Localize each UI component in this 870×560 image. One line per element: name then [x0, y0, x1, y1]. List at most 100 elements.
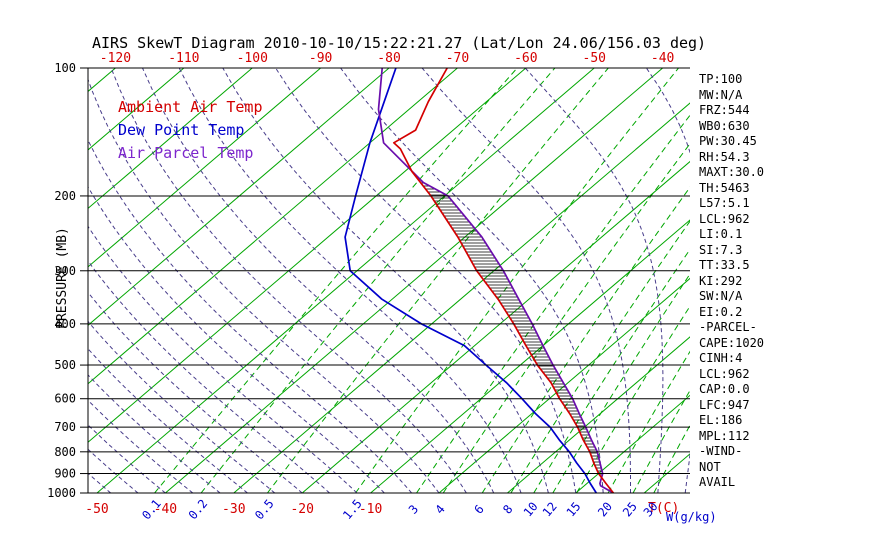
stat-line: RH:54.3	[699, 149, 750, 164]
mixing-ratio-label: 4	[432, 502, 447, 517]
stat-line: -PARCEL-	[699, 320, 757, 334]
legend-ambient-air-temp: Ambient Air Temp	[118, 98, 263, 116]
mixing-ratio-label: 6	[471, 502, 486, 517]
pressure-tick-label: 1000	[47, 486, 76, 500]
mixing-ratio-line	[481, 186, 690, 493]
pressure-tick-label: 800	[54, 445, 76, 459]
mixing-ratio-label: 25	[620, 499, 640, 519]
isotherm-line	[88, 68, 527, 443]
moist-adiabat-line	[88, 225, 358, 493]
moist-adiabat-line	[524, 68, 664, 493]
mixing-ratio-label: 3	[406, 502, 421, 517]
bottom-temp-label: -30	[222, 502, 245, 517]
temp-axis-caption: T(C)	[648, 501, 679, 516]
top-temp-label: -70	[446, 51, 469, 66]
mixing-axis-caption: W(g/kg)	[666, 510, 717, 524]
bottom-temp-label: -10	[359, 502, 382, 517]
top-temp-label: -120	[100, 51, 131, 66]
isotherm-line	[370, 219, 690, 493]
moist-adiabat-line	[88, 138, 412, 493]
pressure-tick-label: 500	[54, 358, 76, 372]
stat-line: MPL:112	[699, 428, 750, 443]
moist-adiabat-line	[421, 68, 631, 493]
stat-line: LI:0.1	[699, 227, 743, 241]
stat-line: EI:0.2	[699, 304, 743, 319]
moist-adiabat-line	[110, 68, 467, 493]
bottom-temp-label: -40	[154, 502, 177, 517]
top-temp-label: -40	[651, 51, 674, 66]
mixing-ratio-line	[442, 142, 690, 493]
mixing-ratio-label: 12	[540, 499, 560, 519]
pressure-tick-label: 700	[54, 420, 76, 434]
pressure-tick-label: 100	[54, 61, 76, 75]
pressure-tick-label: 400	[54, 317, 76, 331]
mixing-ratio-label: 0.1	[139, 497, 164, 523]
top-temp-label: -100	[237, 51, 268, 66]
mixing-ratio-label: 20	[595, 499, 615, 519]
stat-line: LFC:947	[699, 397, 750, 412]
moist-adiabat-line	[222, 68, 549, 493]
isotherm-line	[96, 68, 595, 493]
isotherm-line	[575, 394, 690, 493]
moist-adiabat-line	[275, 68, 577, 493]
isotherm-line	[301, 160, 690, 493]
isotherm-line	[88, 68, 253, 210]
stat-line: TT:33.5	[699, 258, 750, 272]
stat-line: MW:N/A	[699, 87, 743, 102]
ambient-temp-curve	[392, 68, 615, 493]
stat-line: KI:292	[699, 273, 743, 288]
mixing-ratio-label: 10	[521, 499, 541, 519]
isotherm-line	[88, 68, 458, 385]
mixing-ratio-line	[200, 68, 556, 493]
bottom-temp-label: -20	[290, 502, 313, 517]
stat-line: LCL:962	[699, 366, 750, 381]
pressure-tick-label: 200	[54, 189, 76, 203]
stat-line: WB0:630	[699, 118, 750, 133]
stat-line: SW:N/A	[699, 289, 743, 303]
moist-adiabat-line	[142, 68, 495, 493]
top-temp-label: -50	[583, 51, 606, 66]
mixing-ratio-line	[533, 248, 690, 493]
legend-dew-point-temp: Dew Point Temp	[118, 121, 245, 139]
pressure-tick-label: 900	[54, 467, 76, 481]
pressure-tick-label: 600	[54, 392, 76, 406]
legend: Ambient Air Temp Dew Point Temp Air Parc…	[118, 96, 263, 165]
stat-line: CINH:4	[699, 351, 743, 365]
stat-line: TP:100	[699, 72, 743, 86]
stat-line: TH:5463	[699, 180, 750, 195]
chart-title: AIRS SkewT Diagram 2010-10-10/15:22:21.2…	[92, 34, 707, 52]
top-temp-label: -80	[377, 51, 400, 66]
pressure-tick-label: 300	[54, 264, 76, 278]
bottom-temp-label: -50	[85, 502, 108, 517]
mixing-ratio-line	[552, 273, 690, 493]
stats-panel: TP:100 MW:N/A FRZ:544 WB0:630 PW:30.45 RH:54.…	[699, 72, 764, 491]
isotherm-line	[88, 68, 390, 326]
isotherm-line	[165, 68, 663, 493]
mixing-ratio-label: 0.2	[186, 497, 211, 523]
isotherm-line	[233, 102, 690, 493]
moist-adiabat-line	[178, 68, 522, 493]
top-temp-label: -60	[514, 51, 537, 66]
plot-area	[0, 68, 690, 493]
moist-adiabat-line	[88, 186, 385, 493]
stat-line: LCL:962	[699, 211, 750, 226]
moist-adiabat-line	[88, 260, 330, 493]
moist-adiabat-line	[340, 68, 604, 493]
stat-line: L57:5.1	[699, 196, 750, 210]
stat-line: CAP:0.0	[699, 382, 750, 396]
top-temp-label: -90	[309, 51, 332, 66]
top-temp-label: -110	[168, 51, 199, 66]
pressure-axis-label: PRESSURE (MB)	[55, 227, 70, 329]
stat-line: CAPE:1020	[699, 335, 765, 350]
moist-adiabat-line	[88, 291, 303, 493]
isotherm-line	[438, 277, 690, 493]
moist-adiabat-line	[88, 320, 276, 493]
mixing-ratio-label: 1.5	[340, 497, 365, 523]
dew-point-curve	[344, 68, 598, 493]
isotherm-line	[0, 68, 47, 493]
mixing-ratio-line	[267, 68, 609, 493]
mixing-ratio-line	[416, 114, 690, 493]
moist-adiabat-line	[88, 348, 248, 493]
